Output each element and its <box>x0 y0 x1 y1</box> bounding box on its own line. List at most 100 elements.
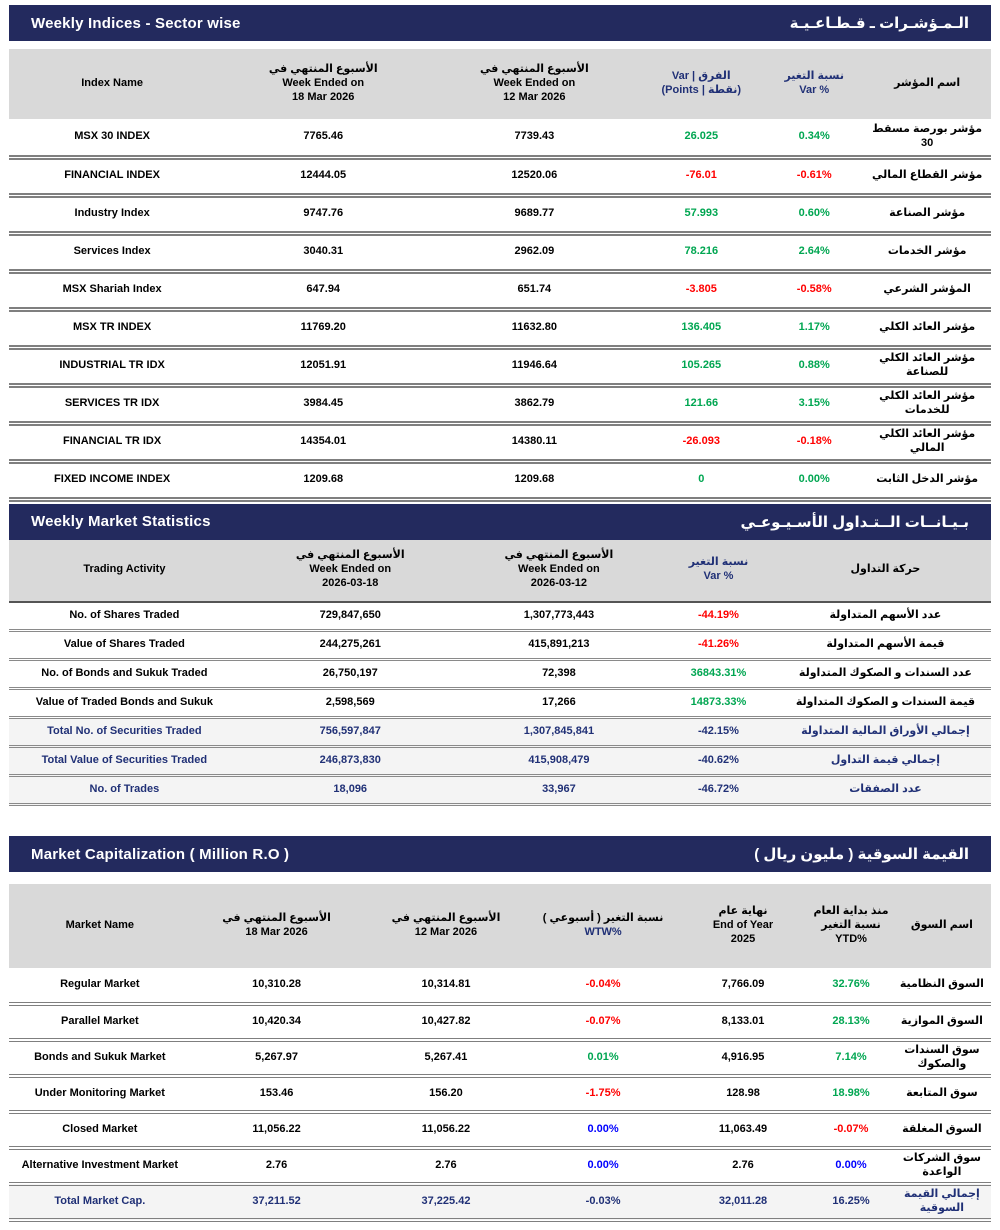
index-week1-value: 12444.05 <box>300 169 347 182</box>
col-header-end-of-year: نهاية عام End of Year 2025 <box>712 905 774 945</box>
index-name-en: MSX TR INDEX <box>72 321 152 334</box>
index-var-points: -3.805 <box>685 283 717 296</box>
col-header-cap-week2: الأسبوع المنتهي في 12 Mar 2026 <box>391 912 501 938</box>
activity-name-en: No. of Trades <box>9 775 240 805</box>
index-name-ar: مؤشر الخدمات <box>887 245 967 258</box>
col-header-trading-activity: Trading Activity <box>83 563 166 576</box>
index-var-pct: 3.15% <box>798 397 830 410</box>
index-var-pct: 0.60% <box>798 207 830 220</box>
market-ytd-pct: 16.25% <box>809 1184 893 1220</box>
market-statistics-table: Trading Activity الأسبوع المنتهي في Week… <box>9 539 991 807</box>
market-week1-value: 10,310.28 <box>252 978 302 991</box>
activity-week1-value: 246,873,830 <box>239 746 461 776</box>
weekly-indices-title-en: Weekly Indices - Sector wise <box>31 14 241 32</box>
activity-name-en: No. of Shares Traded <box>69 608 180 621</box>
activity-var-pct: -41.26% <box>697 638 739 651</box>
index-week1-value: 1209.68 <box>303 473 344 486</box>
statistics-row: Value of Shares Traded 244,275,261 415,8… <box>9 631 991 660</box>
index-name-ar: مؤشر العائد الكلي للخدمات <box>879 390 976 416</box>
index-var-points: -26.093 <box>682 435 720 448</box>
market-wtw-pct: 0.00% <box>587 1123 619 1136</box>
activity-name-en: Value of Traded Bonds and Sukuk <box>35 696 214 709</box>
index-week2-value: 9689.77 <box>514 207 555 220</box>
index-var-points: 0 <box>698 473 705 486</box>
market-name-ar: سوق السندات والصكوك <box>904 1044 980 1070</box>
market-statistics-title-bar: Weekly Market Statistics بـيـانــات الــ… <box>9 503 991 540</box>
weekly-indices-title-ar: الـمـؤشـرات ـ قـطـاعـيـة <box>789 15 969 32</box>
index-week1-value: 3040.31 <box>303 245 344 258</box>
index-var-pct: -0.18% <box>796 435 832 448</box>
market-name-en: Regular Market <box>60 978 140 991</box>
index-name-en: INDUSTRIAL TR IDX <box>59 359 165 372</box>
activity-week2-value: 33,967 <box>460 775 658 805</box>
col-header-index-name: Index Name <box>81 77 143 90</box>
index-row: Services Index 3040.31 2962.09 78.216 2.… <box>9 233 991 271</box>
weekly-indices-header-row: Index Name الأسبوع المنتهي في Week Ended… <box>9 49 991 119</box>
weekly-indices-title-bar: Weekly Indices - Sector wise الـمـؤشـرات… <box>9 5 991 41</box>
index-week1-value: 11769.20 <box>300 321 346 334</box>
activity-var-pct: -44.19% <box>697 608 739 621</box>
col-header-var-pct: نسبة التغير Var % <box>784 70 844 96</box>
market-week2-value: 10,314.81 <box>421 978 471 991</box>
index-row: Industry Index 9747.76 9689.77 57.993 0.… <box>9 195 991 233</box>
market-week1-value: 5,267.97 <box>255 1051 298 1064</box>
market-wtw-pct: 0.01% <box>587 1051 619 1064</box>
market-end-of-year-value: 2.76 <box>732 1159 754 1172</box>
index-var-points: 105.265 <box>681 359 722 372</box>
activity-name-en: Total Value of Securities Traded <box>9 746 240 776</box>
market-wtw-pct: 0.00% <box>587 1159 619 1172</box>
activity-name-ar: عدد السندات و الصكوك المتداولة <box>798 667 972 680</box>
market-end-of-year-value: 128.98 <box>726 1087 760 1100</box>
market-name-ar: سوق الشركات الواعدة <box>902 1152 981 1178</box>
market-cap-title-en: Market Capitalization ( Million R.O ) <box>31 845 290 863</box>
market-cap-title-bar: Market Capitalization ( Million R.O ) ال… <box>9 836 991 872</box>
index-week1-value: 14354.01 <box>300 435 347 448</box>
activity-name-ar: إجمالي الأوراق المالية المتداولة <box>779 717 991 747</box>
market-name-ar: السوق الموازية <box>900 1015 983 1028</box>
index-var-pct: 0.00% <box>798 473 830 486</box>
index-row: FINANCIAL TR IDX 14354.01 14380.11 -26.0… <box>9 423 991 461</box>
activity-week1-value: 26,750,197 <box>322 667 378 680</box>
index-week2-value: 2962.09 <box>514 245 555 258</box>
index-var-pct: 0.88% <box>798 359 830 372</box>
activity-week2-value: 415,891,213 <box>528 638 590 651</box>
index-var-pct: 1.17% <box>798 321 830 334</box>
index-row: MSX 30 INDEX 7765.46 7739.43 26.025 0.34… <box>9 119 991 157</box>
market-wtw-pct: -0.03% <box>529 1184 677 1220</box>
section-weekly-indices: Weekly Indices - Sector wise الـمـؤشـرات… <box>9 5 991 502</box>
market-name-en: Closed Market <box>62 1123 138 1136</box>
market-ytd-pct: 18.98% <box>832 1087 870 1100</box>
market-cap-row: Parallel Market 10,420.34 10,427.82 -0.0… <box>9 1004 991 1040</box>
index-week1-value: 647.94 <box>306 283 341 296</box>
index-week1-value: 12051.91 <box>300 359 347 372</box>
market-week2-value: 10,427.82 <box>421 1015 471 1028</box>
statistics-row: Value of Traded Bonds and Sukuk 2,598,56… <box>9 689 991 718</box>
index-name-ar: مؤشر الصناعة <box>889 207 966 220</box>
activity-name-ar: إجمالي قيمة التداول <box>779 746 991 776</box>
index-name-en: FINANCIAL TR IDX <box>63 435 162 448</box>
activity-name-ar: عدد الأسهم المتداولة <box>829 608 942 621</box>
index-name-en: FIXED INCOME INDEX <box>54 473 171 486</box>
market-name-ar: إجمالي القيمة السوقية <box>892 1184 991 1220</box>
market-week2-value: 156.20 <box>429 1087 463 1100</box>
activity-week1-value: 729,847,650 <box>319 608 381 621</box>
market-ytd-pct: 7.14% <box>835 1051 867 1064</box>
market-week1-value: 10,420.34 <box>252 1015 302 1028</box>
statistics-row: Total Value of Securities Traded 246,873… <box>9 746 991 776</box>
market-week2-value: 37,225.42 <box>362 1184 530 1220</box>
market-cap-title-ar: القيمة السوقية ( مليون ريال ) <box>754 846 969 863</box>
activity-name-ar: قيمة السندات و الصكوك المتداولة <box>795 696 976 709</box>
section-divider <box>9 806 991 836</box>
market-end-of-year-value: 8,133.01 <box>721 1015 765 1028</box>
index-week2-value: 11946.64 <box>511 359 557 372</box>
index-var-points: 78.216 <box>684 245 719 258</box>
market-cap-table: Market Name الأسبوع المنتهي في 18 Mar 20… <box>9 884 991 1222</box>
index-var-pct: -0.61% <box>796 169 832 182</box>
index-name-ar: مؤشر العائد الكلي المالي <box>879 428 976 454</box>
market-end-of-year-value: 4,916.95 <box>721 1051 765 1064</box>
activity-week2-value: 1,307,845,841 <box>460 717 658 747</box>
market-week1-value: 2.76 <box>265 1159 288 1172</box>
index-row: MSX Shariah Index 647.94 651.74 -3.805 -… <box>9 271 991 309</box>
index-name-en: Services Index <box>73 245 151 258</box>
index-week1-value: 3984.45 <box>303 397 344 410</box>
